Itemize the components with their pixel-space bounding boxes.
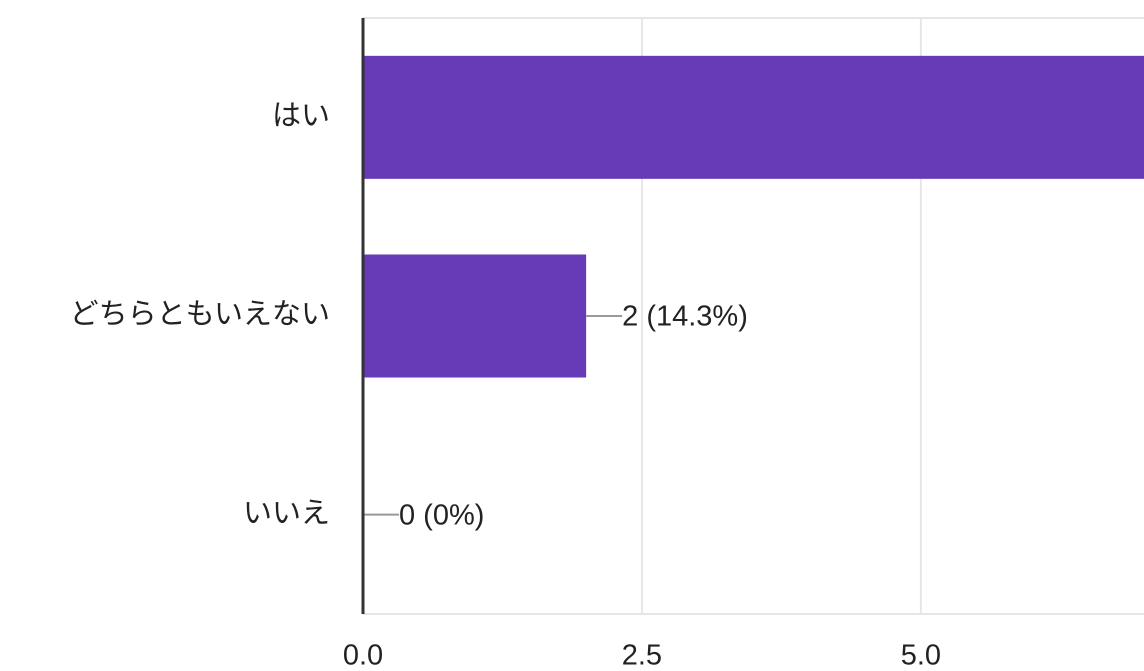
- x-tick-label: 2.5: [622, 640, 662, 671]
- y-tick-label: いいえ: [243, 497, 330, 529]
- bar: [363, 55, 1144, 179]
- value-label: 2 (14.3%): [622, 301, 748, 333]
- x-tick-label: 5.0: [901, 640, 941, 671]
- bar: [363, 254, 587, 378]
- value-label: 0 (0%): [399, 499, 484, 531]
- y-tick-label: どちらともいえない: [70, 299, 330, 331]
- x-tick-label: 0.0: [343, 640, 383, 671]
- y-tick-label: はい: [272, 100, 330, 132]
